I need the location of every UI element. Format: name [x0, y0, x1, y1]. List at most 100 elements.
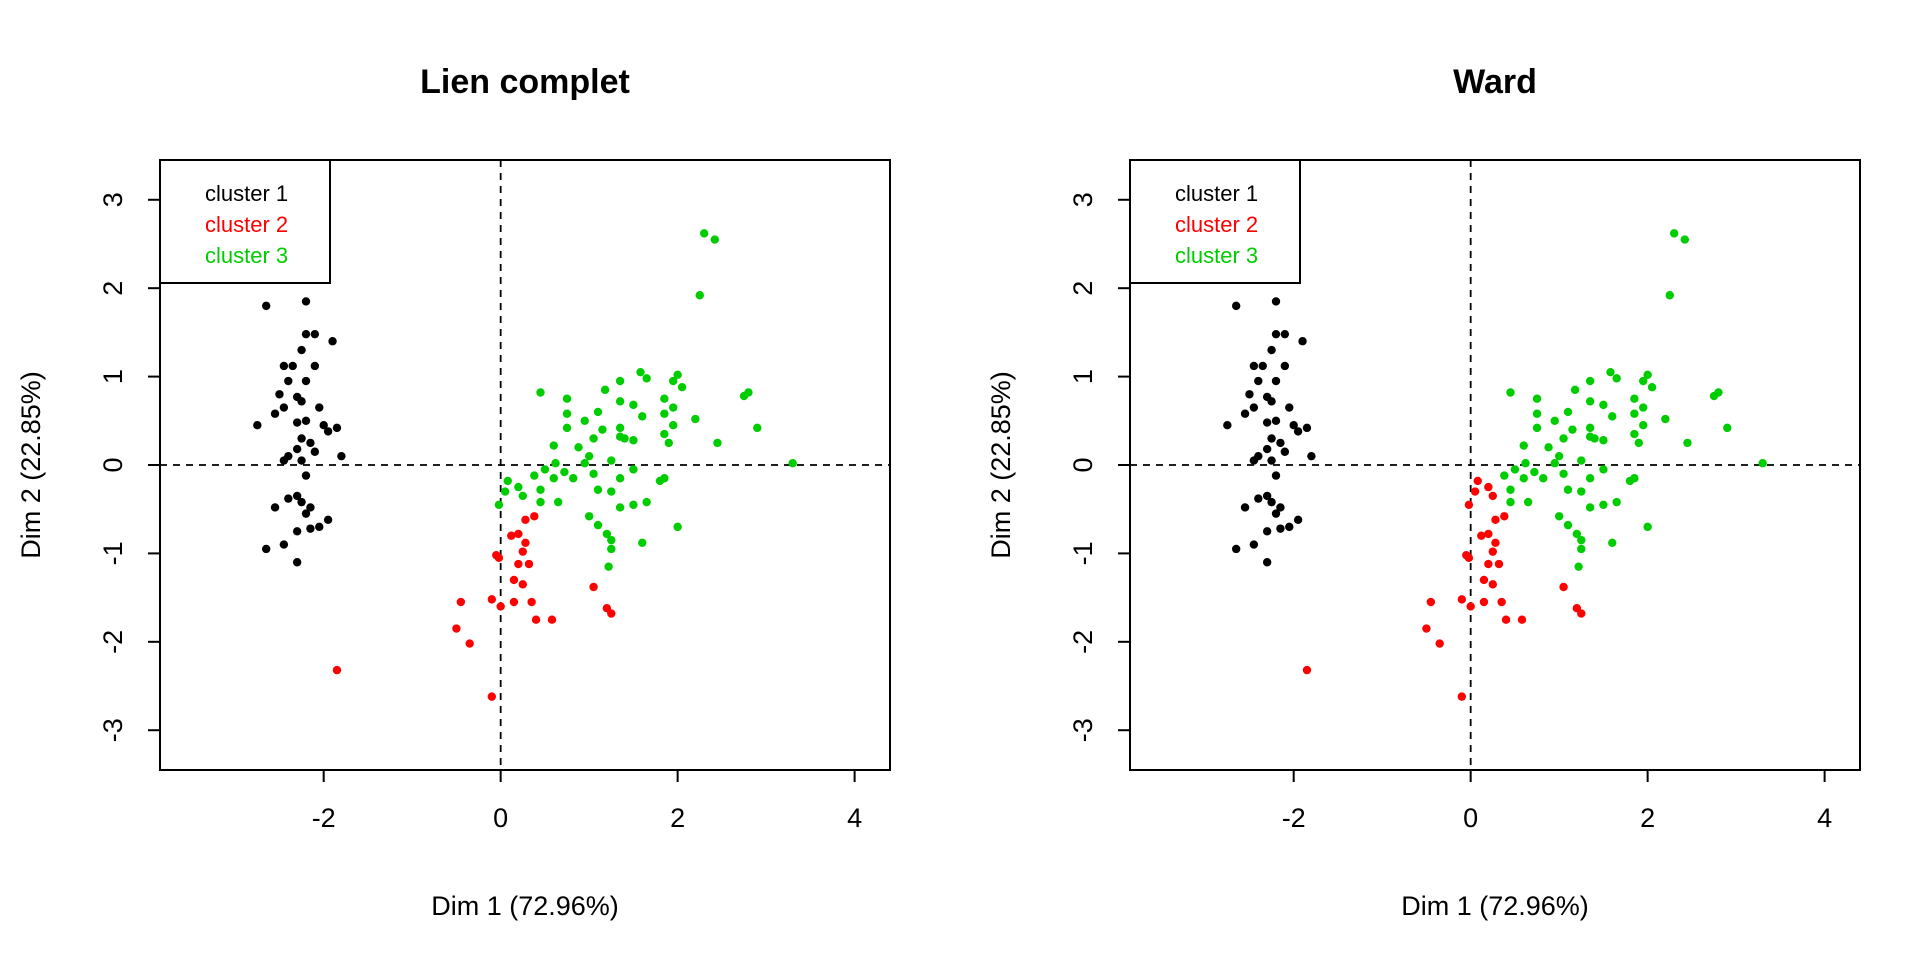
- data-point: [323, 515, 333, 525]
- data-point: [536, 497, 545, 507]
- data-point: [310, 361, 320, 371]
- data-point: [1634, 438, 1643, 448]
- legend-box: [159, 159, 331, 284]
- data-point: [301, 376, 311, 386]
- data-point: [1563, 485, 1573, 494]
- data-point: [615, 474, 625, 483]
- data-point: [531, 615, 541, 624]
- data-point: [669, 376, 678, 386]
- data-point: [1599, 400, 1608, 410]
- data-point: [1577, 535, 1586, 545]
- y-tick-label: 3: [1068, 192, 1098, 207]
- data-point: [1572, 529, 1582, 539]
- data-point: [1599, 436, 1608, 445]
- y-tick-label: -3: [1068, 718, 1098, 742]
- data-point: [1544, 443, 1553, 452]
- data-point: [279, 540, 289, 549]
- data-point: [301, 471, 311, 480]
- data-point: [332, 665, 342, 675]
- data-point: [602, 529, 612, 539]
- data-point: [1267, 345, 1276, 355]
- data-point: [562, 409, 572, 418]
- data-point: [1506, 497, 1515, 507]
- data-point: [1276, 524, 1285, 533]
- y-tick-label: 0: [98, 457, 128, 472]
- data-point: [1585, 503, 1595, 512]
- data-point: [1249, 403, 1259, 412]
- data-point: [1307, 451, 1316, 461]
- data-point: [1302, 423, 1312, 433]
- data-point: [261, 544, 271, 554]
- data-point: [452, 624, 461, 633]
- data-point: [1285, 522, 1294, 532]
- data-point: [509, 597, 519, 607]
- data-point: [660, 429, 669, 439]
- data-point: [1271, 509, 1281, 518]
- data-point: [607, 456, 616, 465]
- data-point: [1577, 609, 1586, 618]
- data-point: [1665, 291, 1674, 300]
- data-point: [1559, 582, 1568, 592]
- data-point: [521, 538, 530, 547]
- data-point: [518, 580, 527, 589]
- data-point: [530, 471, 539, 480]
- data-point: [1479, 575, 1489, 585]
- series-1: [1223, 297, 1316, 567]
- data-point: [589, 582, 598, 592]
- data-point: [1606, 367, 1615, 377]
- legend-entry: cluster 3: [1175, 243, 1258, 268]
- data-point: [1245, 390, 1254, 399]
- data-point: [607, 609, 616, 618]
- data-point: [292, 491, 302, 501]
- data-point: [1643, 522, 1652, 532]
- data-point: [487, 595, 497, 604]
- data-point: [1506, 388, 1515, 397]
- data-point: [1231, 301, 1241, 311]
- data-point: [1276, 438, 1285, 448]
- data-point: [607, 487, 616, 496]
- data-point: [1491, 538, 1500, 547]
- data-point: [465, 639, 474, 648]
- data-point: [699, 229, 709, 238]
- data-point: [270, 409, 280, 418]
- data-point: [1280, 361, 1290, 371]
- data-point: [638, 538, 647, 547]
- legend-entry: cluster 3: [205, 243, 288, 268]
- data-point: [655, 476, 665, 486]
- data-point: [629, 465, 638, 474]
- legend: cluster 1 cluster 2 cluster 3: [159, 159, 331, 284]
- data-point: [1280, 447, 1290, 456]
- data-point: [744, 388, 753, 397]
- data-point: [1254, 376, 1263, 386]
- data-point: [669, 403, 678, 412]
- data-point: [673, 370, 682, 380]
- data-point: [323, 427, 333, 436]
- chart-title: Ward: [1453, 63, 1537, 101]
- y-tick-label: 1: [98, 369, 128, 384]
- data-point: [1612, 374, 1621, 383]
- data-point: [593, 407, 603, 417]
- data-point: [600, 385, 610, 395]
- data-point: [574, 443, 583, 452]
- data-point: [315, 403, 324, 412]
- data-point: [1563, 407, 1573, 417]
- data-point: [279, 403, 289, 412]
- data-point: [1262, 558, 1272, 567]
- data-point: [1462, 550, 1471, 560]
- data-point: [1517, 615, 1527, 624]
- data-point: [518, 491, 527, 501]
- data-point: [1630, 394, 1639, 403]
- data-point: [1280, 329, 1290, 339]
- data-point: [1240, 409, 1250, 418]
- data-point: [1590, 434, 1599, 443]
- data-point: [507, 531, 516, 540]
- data-point: [1625, 476, 1635, 486]
- data-point: [1521, 459, 1530, 468]
- data-point: [284, 376, 293, 386]
- data-point: [562, 423, 572, 433]
- series-3: [494, 229, 797, 571]
- data-point: [292, 418, 302, 427]
- data-point: [1506, 485, 1515, 494]
- data-point: [1267, 434, 1276, 443]
- legend-entry: cluster 2: [205, 212, 288, 237]
